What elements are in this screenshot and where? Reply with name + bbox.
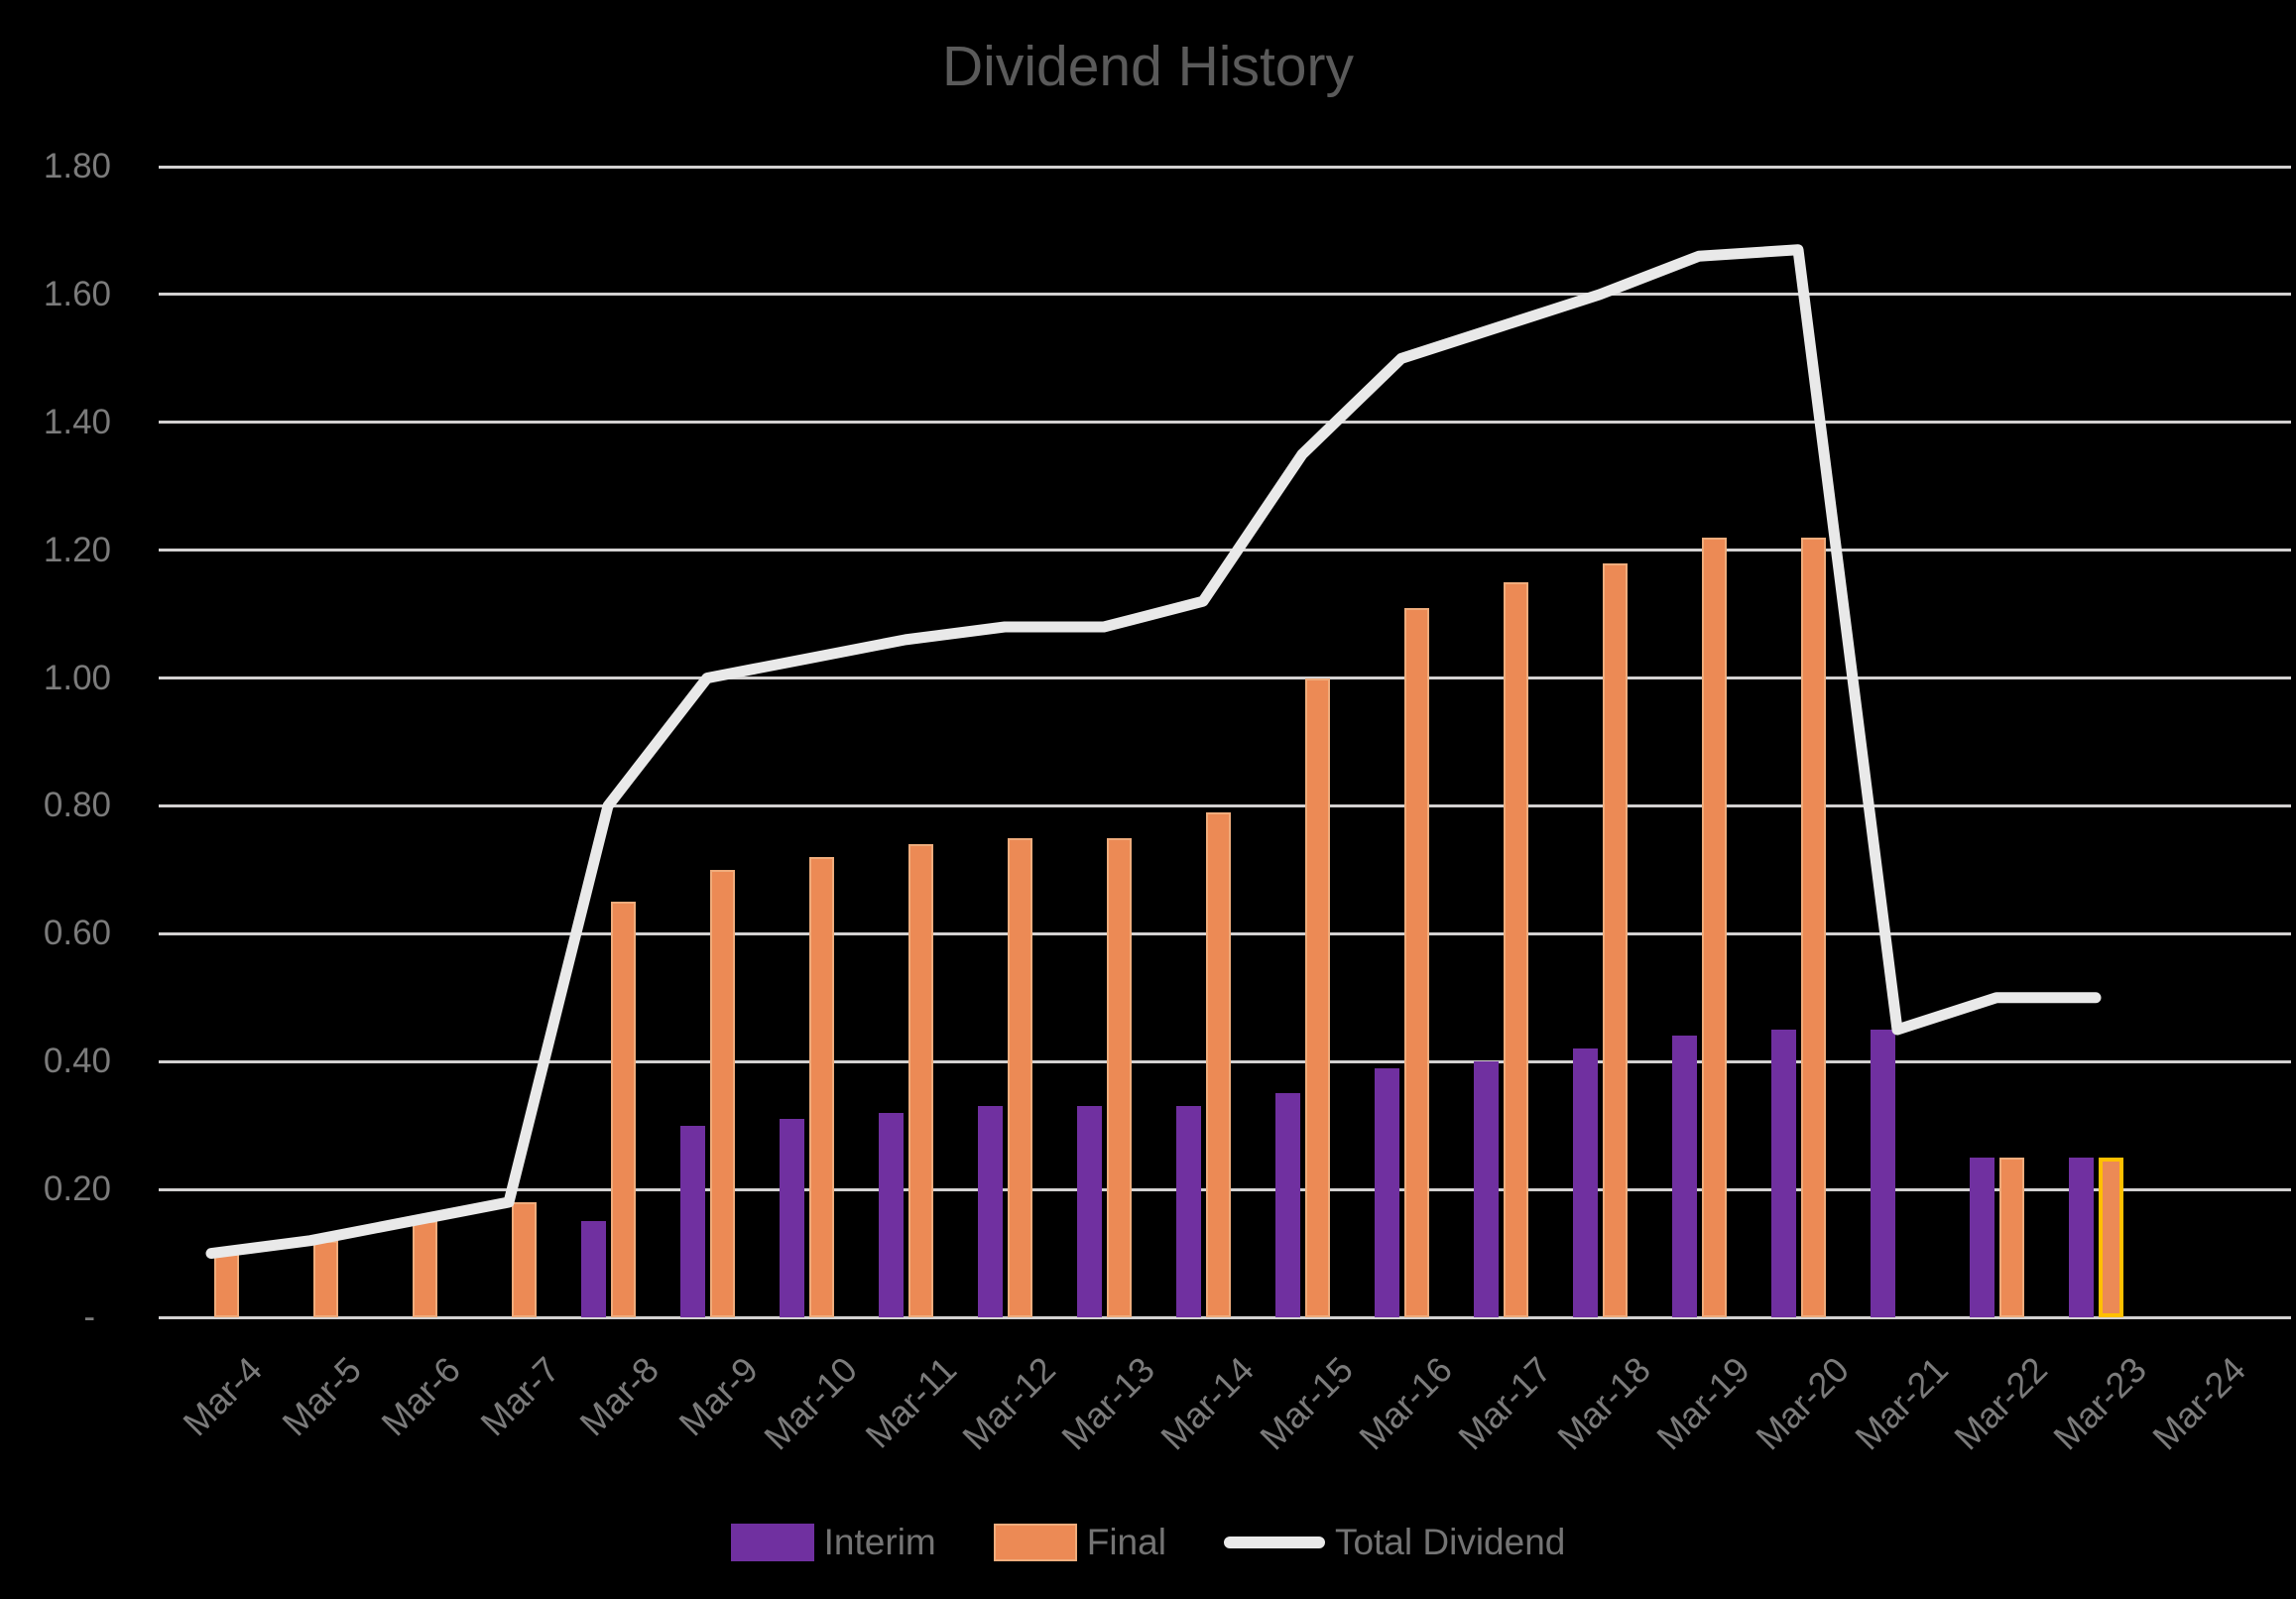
bar-interim	[1572, 1048, 1598, 1317]
bar-final	[1007, 837, 1032, 1317]
gridline	[159, 549, 2291, 553]
x-axis-label: Mar-18	[1549, 1348, 1658, 1458]
y-axis-label: 1.00	[43, 658, 111, 697]
bar-interim	[1274, 1093, 1300, 1317]
bar-interim	[1770, 1030, 1796, 1317]
y-axis-label: -	[83, 1297, 95, 1336]
gridline	[159, 293, 2291, 297]
x-axis-label: Mar-15	[1252, 1348, 1361, 1458]
legend-item-interim: Interim	[730, 1522, 936, 1563]
interim-swatch-icon	[730, 1524, 814, 1561]
bar-final	[1602, 562, 1628, 1317]
x-axis-label: Mar-12	[954, 1348, 1063, 1458]
x-axis-label: Mar-6	[373, 1348, 468, 1444]
bar-interim	[1473, 1061, 1499, 1317]
x-axis-label: Mar-9	[670, 1348, 766, 1444]
legend-interim-label: Interim	[823, 1522, 936, 1562]
bar-final-highlighted	[2098, 1157, 2123, 1317]
bar-interim	[679, 1125, 705, 1317]
x-axis-label: Mar-10	[756, 1348, 865, 1458]
bar-interim	[878, 1112, 904, 1317]
x-axis-label: Mar-19	[1648, 1348, 1757, 1458]
bar-interim	[977, 1106, 1003, 1317]
bar-final	[1503, 581, 1528, 1317]
x-axis-label: Mar-5	[274, 1348, 369, 1444]
x-axis-line	[159, 1315, 2291, 1319]
gridline	[159, 803, 2291, 807]
chart-title: Dividend History	[942, 35, 1354, 98]
gridline	[159, 165, 2291, 169]
bar-final	[907, 844, 933, 1317]
x-axis-label: Mar-23	[2045, 1348, 2154, 1458]
y-axis-label: 1.20	[43, 530, 111, 569]
y-axis-label: 0.80	[43, 786, 111, 825]
bar-interim	[1969, 1157, 1994, 1317]
legend-total-label: Total Dividend	[1334, 1522, 1566, 1562]
x-axis-label: Mar-8	[571, 1348, 666, 1444]
x-axis-label: Mar-16	[1351, 1348, 1460, 1458]
x-axis-label: Mar-22	[1946, 1348, 2055, 1458]
bar-interim	[1374, 1067, 1399, 1317]
bar-final	[412, 1221, 437, 1317]
x-axis-label: Mar-13	[1053, 1348, 1162, 1458]
x-axis-label: Mar-14	[1152, 1348, 1262, 1458]
bar-final	[1403, 607, 1429, 1317]
x-axis-label: Mar-24	[2144, 1348, 2253, 1458]
bar-final	[511, 1202, 537, 1317]
bar-interim	[580, 1221, 606, 1317]
bar-final	[1800, 537, 1826, 1317]
bar-interim	[1175, 1106, 1201, 1317]
bar-final	[610, 902, 636, 1317]
total-line-swatch-icon	[1223, 1537, 1325, 1548]
legend-item-total: Total Dividend	[1223, 1522, 1566, 1563]
bar-final	[213, 1253, 239, 1317]
bar-final	[709, 869, 735, 1317]
bar-final	[808, 857, 834, 1317]
final-swatch-icon	[993, 1524, 1077, 1561]
y-axis-label: 0.40	[43, 1042, 111, 1081]
bar-interim	[1671, 1036, 1697, 1317]
y-axis-label: 1.60	[43, 274, 111, 313]
y-axis-label: 0.60	[43, 914, 111, 953]
bar-final	[1998, 1157, 2024, 1317]
x-axis-label: Mar-4	[175, 1348, 270, 1444]
gridline	[159, 421, 2291, 425]
bar-final	[1205, 811, 1231, 1317]
x-axis-label: Mar-17	[1450, 1348, 1559, 1458]
x-axis-label: Mar-11	[857, 1348, 964, 1456]
bar-interim	[1870, 1030, 1895, 1317]
legend: Interim Final Total Dividend	[0, 1522, 2296, 1563]
x-axis-label: Mar-7	[472, 1348, 567, 1444]
bar-final	[1304, 677, 1330, 1317]
bar-interim	[1076, 1106, 1102, 1317]
bar-interim	[2068, 1157, 2094, 1317]
x-axis-label: Mar-20	[1748, 1348, 1857, 1458]
gridline	[159, 676, 2291, 680]
bar-final	[312, 1240, 338, 1317]
y-axis-label: 0.20	[43, 1169, 111, 1209]
legend-final-label: Final	[1086, 1522, 1166, 1562]
y-axis-label: 1.40	[43, 402, 111, 441]
bar-interim	[779, 1119, 804, 1317]
bar-final	[1701, 537, 1727, 1317]
x-axis-label: Mar-21	[1847, 1348, 1956, 1458]
legend-item-final: Final	[993, 1522, 1166, 1563]
bar-final	[1106, 837, 1132, 1317]
y-axis-label: 1.80	[43, 147, 111, 185]
